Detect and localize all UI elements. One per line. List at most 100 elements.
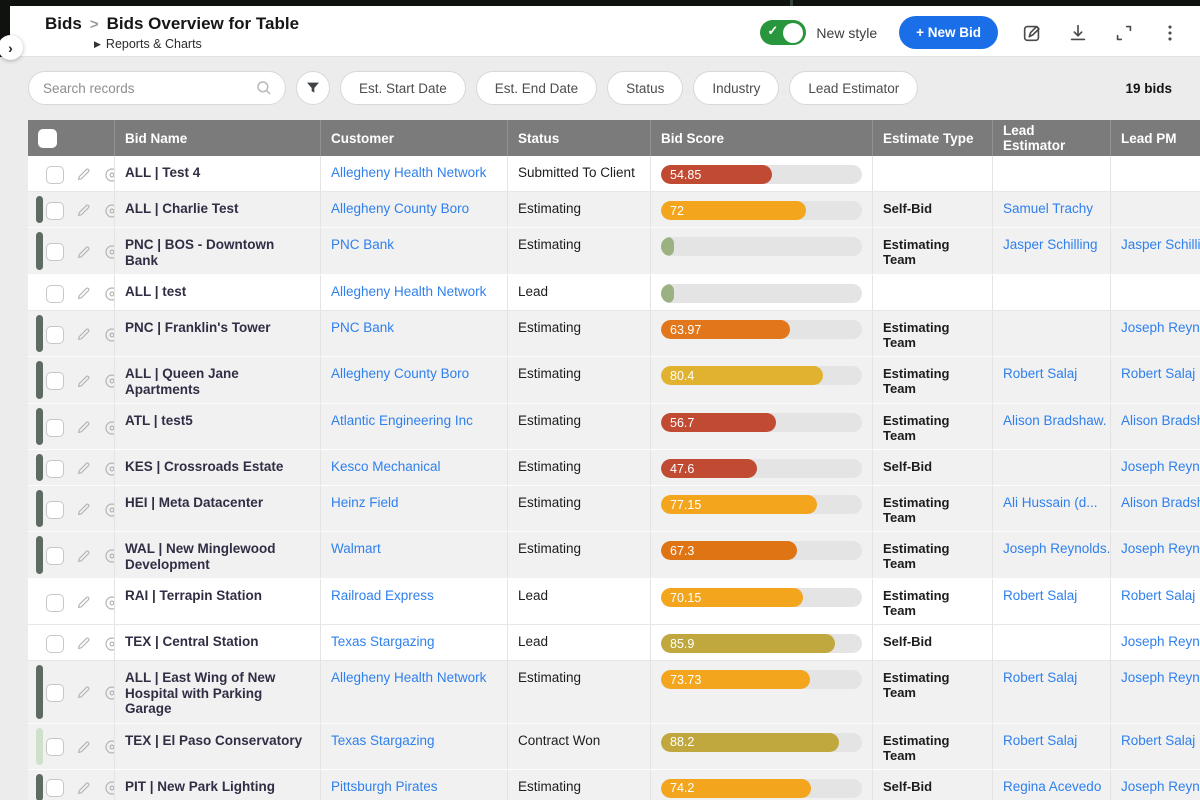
edit-icon[interactable]: [75, 635, 92, 652]
lead-pm-link[interactable]: Joseph Reynolds: [1121, 634, 1200, 649]
customer-link[interactable]: Allegheny County Boro: [331, 201, 469, 216]
view-icon[interactable]: [103, 594, 115, 612]
lead-pm-link[interactable]: Joseph Reynolds: [1121, 779, 1200, 794]
lead-estimator-link[interactable]: Joseph Reynolds.: [1003, 541, 1110, 556]
view-icon[interactable]: [103, 285, 115, 303]
customer-link[interactable]: Allegheny County Boro: [331, 366, 469, 381]
row-checkbox[interactable]: [46, 594, 64, 612]
customer-link[interactable]: Atlantic Engineering Inc: [331, 413, 473, 428]
customer-link[interactable]: Texas Stargazing: [331, 733, 435, 748]
filter-pill[interactable]: Status: [607, 71, 683, 105]
edit-icon[interactable]: [75, 460, 92, 477]
search-box[interactable]: [28, 71, 286, 105]
view-icon[interactable]: [103, 166, 115, 184]
lead-pm-link[interactable]: Jasper Schilling: [1121, 237, 1200, 252]
lead-estimator-link[interactable]: Alison Bradshaw.: [1003, 413, 1107, 428]
lead-pm-link[interactable]: Robert Salaj: [1121, 733, 1195, 748]
customer-link[interactable]: Pittsburgh Pirates: [331, 779, 438, 794]
edit-icon[interactable]: [75, 684, 92, 701]
lead-pm-link[interactable]: Joseph Reynolds: [1121, 670, 1200, 685]
view-icon[interactable]: [103, 243, 115, 261]
lead-pm-link[interactable]: Alison Bradshaw: [1121, 495, 1200, 510]
lead-estimator-link[interactable]: Ali Hussain (d...: [1003, 495, 1098, 510]
lead-estimator-link[interactable]: Robert Salaj: [1003, 733, 1077, 748]
download-icon[interactable]: [1066, 21, 1090, 45]
row-checkbox[interactable]: [46, 166, 64, 184]
row-checkbox[interactable]: [46, 243, 64, 261]
view-icon[interactable]: [103, 547, 115, 565]
new-style-toggle[interactable]: ✓: [760, 20, 806, 45]
fullscreen-icon[interactable]: [1112, 21, 1136, 45]
column-header[interactable]: Lead Estimator: [993, 120, 1111, 156]
view-icon[interactable]: [103, 501, 115, 519]
view-icon[interactable]: [103, 419, 115, 437]
view-icon[interactable]: [103, 202, 115, 220]
row-checkbox[interactable]: [46, 372, 64, 390]
lead-estimator-link[interactable]: Robert Salaj: [1003, 670, 1077, 685]
lead-pm-link[interactable]: Joseph Reynolds: [1121, 459, 1200, 474]
row-checkbox[interactable]: [46, 738, 64, 756]
lead-estimator-link[interactable]: Robert Salaj: [1003, 588, 1077, 603]
lead-pm-link[interactable]: Robert Salaj: [1121, 366, 1195, 381]
edit-icon[interactable]: [75, 285, 92, 302]
customer-link[interactable]: Allegheny Health Network: [331, 670, 486, 685]
filter-funnel-button[interactable]: [296, 71, 330, 105]
edit-icon[interactable]: [75, 373, 92, 390]
row-checkbox[interactable]: [46, 202, 64, 220]
edit-icon[interactable]: [75, 548, 92, 565]
row-checkbox[interactable]: [46, 779, 64, 797]
customer-link[interactable]: Texas Stargazing: [331, 634, 435, 649]
edit-icon[interactable]: [75, 780, 92, 797]
view-icon[interactable]: [103, 684, 115, 702]
edit-icon[interactable]: [75, 202, 92, 219]
customer-link[interactable]: Heinz Field: [331, 495, 399, 510]
lead-estimator-link[interactable]: Jasper Schilling: [1003, 237, 1098, 252]
lead-pm-link[interactable]: Alison Bradshaw: [1121, 413, 1200, 428]
lead-estimator-link[interactable]: Robert Salaj: [1003, 366, 1077, 381]
view-icon[interactable]: [103, 635, 115, 653]
edit-icon[interactable]: [75, 326, 92, 343]
view-icon[interactable]: [103, 738, 115, 756]
kebab-menu-icon[interactable]: [1158, 21, 1182, 45]
view-icon[interactable]: [103, 460, 115, 478]
edit-icon[interactable]: [75, 739, 92, 756]
filter-pill[interactable]: Lead Estimator: [789, 71, 918, 105]
customer-link[interactable]: Allegheny Health Network: [331, 165, 486, 180]
lead-pm-link[interactable]: Robert Salaj: [1121, 588, 1195, 603]
customer-link[interactable]: Kesco Mechanical: [331, 459, 441, 474]
search-input[interactable]: [43, 81, 243, 96]
edit-icon[interactable]: [75, 594, 92, 611]
column-header[interactable]: Customer: [321, 120, 508, 156]
column-header[interactable]: Bid Name: [115, 120, 321, 156]
row-checkbox[interactable]: [46, 419, 64, 437]
column-header[interactable]: Lead PM: [1111, 120, 1200, 156]
select-all-checkbox[interactable]: [38, 129, 57, 148]
edit-icon[interactable]: [75, 419, 92, 436]
form-edit-icon[interactable]: [1020, 21, 1044, 45]
new-bid-button[interactable]: + New Bid: [899, 16, 998, 49]
row-checkbox[interactable]: [46, 547, 64, 565]
column-header[interactable]: Status: [508, 120, 651, 156]
column-header[interactable]: Estimate Type: [873, 120, 993, 156]
customer-link[interactable]: Railroad Express: [331, 588, 434, 603]
view-icon[interactable]: [103, 779, 115, 797]
row-checkbox[interactable]: [46, 501, 64, 519]
row-checkbox[interactable]: [46, 326, 64, 344]
filter-pill[interactable]: Est. Start Date: [340, 71, 466, 105]
column-header[interactable]: Bid Score: [651, 120, 873, 156]
customer-link[interactable]: PNC Bank: [331, 237, 394, 252]
customer-link[interactable]: Walmart: [331, 541, 381, 556]
filter-pill[interactable]: Industry: [693, 71, 779, 105]
filter-pill[interactable]: Est. End Date: [476, 71, 597, 105]
edit-icon[interactable]: [75, 244, 92, 261]
view-icon[interactable]: [103, 326, 115, 344]
row-checkbox[interactable]: [46, 635, 64, 653]
edit-icon[interactable]: [75, 501, 92, 518]
edit-icon[interactable]: [75, 166, 92, 183]
lead-pm-link[interactable]: Joseph Reynolds: [1121, 320, 1200, 335]
lead-estimator-link[interactable]: Samuel Trachy: [1003, 201, 1093, 216]
lead-estimator-link[interactable]: Regina Acevedo: [1003, 779, 1101, 794]
customer-link[interactable]: Allegheny Health Network: [331, 284, 486, 299]
view-icon[interactable]: [103, 372, 115, 390]
reports-charts-toggle[interactable]: ▶ Reports & Charts: [94, 37, 202, 51]
